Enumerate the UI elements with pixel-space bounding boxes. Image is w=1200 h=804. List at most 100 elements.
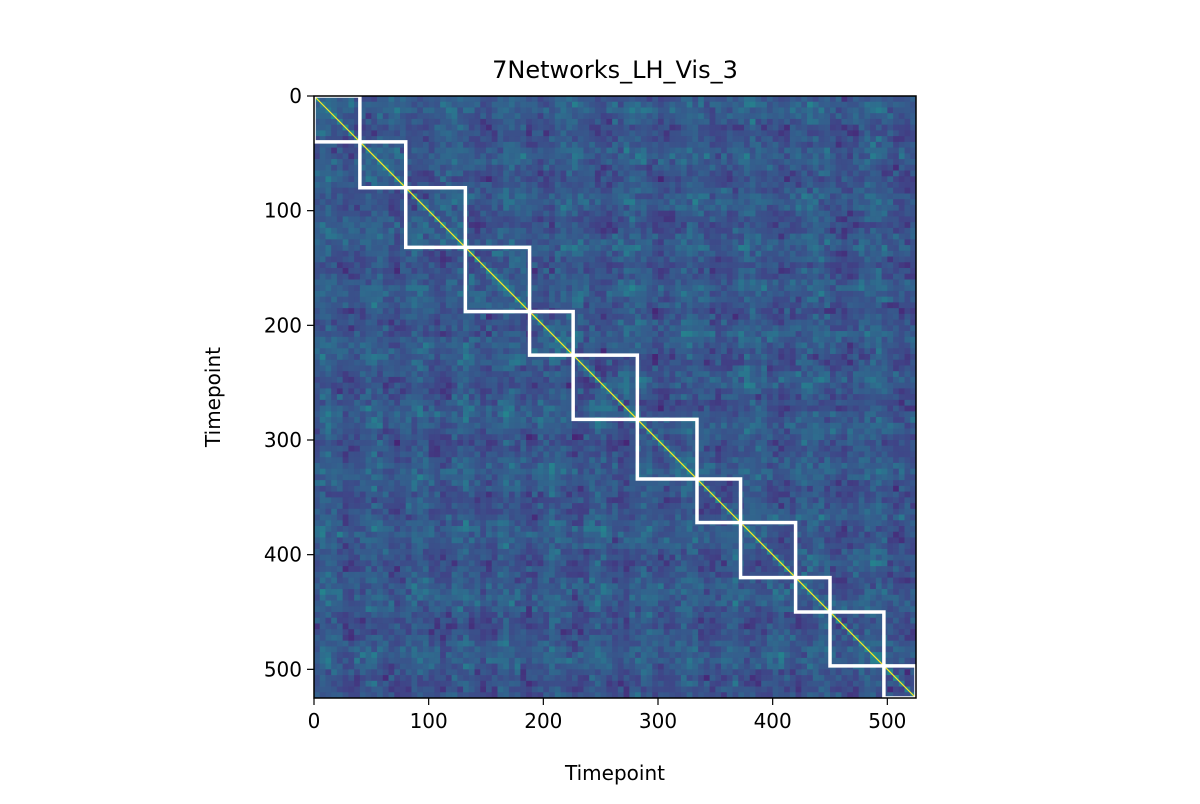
heatmap-cell [371,537,378,544]
heatmap-cell [359,354,366,361]
heatmap-cell [400,250,407,257]
heatmap-cell [417,187,424,194]
heatmap-cell [342,210,349,217]
heatmap-cell [824,187,831,194]
heatmap-cell [348,634,355,642]
heatmap-cell [388,199,395,206]
heatmap-cell [365,124,372,131]
heatmap-cell [468,187,475,194]
heatmap-cell [411,457,418,464]
heatmap-cell [572,187,579,194]
heatmap-cell [342,657,349,664]
heatmap-cell [400,634,407,642]
heatmap-cell [377,520,384,527]
heatmap-cell [434,342,441,349]
heatmap-cell [870,182,877,189]
heatmap-cell [600,147,607,154]
heatmap-cell [847,153,854,160]
heatmap-cell [319,354,326,361]
heatmap-cell [577,227,584,234]
heatmap-cell [331,480,338,487]
heatmap-cell [319,480,326,487]
heatmap-cell [709,245,716,252]
heatmap-cell [537,107,544,114]
heatmap-cell [319,428,326,435]
heatmap-cell [354,388,361,395]
heatmap-cell [893,141,900,148]
heatmap-cell [325,210,332,217]
heatmap-cell [422,250,430,257]
heatmap-cell [830,176,837,183]
heatmap-cell [468,239,475,246]
heatmap-cell [434,428,441,435]
heatmap-cell [319,285,326,292]
heatmap-cell [400,480,407,487]
heatmap-cell [405,686,412,693]
heatmap-cell [910,118,917,126]
heatmap-cell [703,153,710,160]
heatmap-cell [319,210,326,217]
heatmap-cell [314,445,321,452]
heatmap-cell [486,130,493,137]
heatmap-cell [698,210,705,217]
heatmap-cell [560,187,567,194]
heatmap-cell [434,675,441,682]
heatmap-cell [377,606,384,613]
heatmap-cell [348,589,355,596]
heatmap-cell [807,124,814,131]
heatmap-cell [463,606,470,613]
heatmap-cell [411,336,418,343]
heatmap-cell [359,560,366,567]
heatmap-cell [738,159,745,166]
heatmap-cell [434,537,441,544]
heatmap-cell [422,365,430,372]
heatmap-cell [336,136,344,143]
heatmap-cell [612,141,619,148]
heatmap-cell [440,153,447,160]
heatmap-cell [342,554,349,561]
heatmap-cell [457,302,464,309]
heatmap-cell [715,193,722,200]
heatmap-cell [841,245,848,252]
heatmap-cell [319,239,326,246]
heatmap-cell [457,359,464,366]
heatmap-cell [910,136,917,143]
heatmap-cell [445,617,452,624]
heatmap-cell [807,227,814,234]
heatmap-cell [594,176,602,183]
heatmap-cell [325,652,332,659]
heatmap-cell [325,170,332,177]
heatmap-cell [434,101,441,108]
heatmap-cell [428,170,435,177]
heatmap-cell [325,325,332,332]
heatmap-cell [698,164,705,171]
heatmap-cell [738,124,745,131]
heatmap-cell [325,296,332,303]
heatmap-cell [314,227,321,234]
heatmap-cell [606,204,613,212]
heatmap-cell [354,107,361,114]
heatmap-cell [508,204,516,212]
heatmap-cell [440,388,447,395]
heatmap-cell [434,440,441,447]
heatmap-cell [365,101,372,108]
heatmap-cell [348,583,355,590]
heatmap-cell [336,652,344,659]
heatmap-cell [744,113,751,120]
heatmap-cell [422,485,430,492]
heatmap-cell [342,331,349,338]
heatmap-cell [342,514,349,521]
heatmap-cell [319,250,326,257]
heatmap-cell [457,101,464,108]
heatmap-cell [400,594,407,601]
heatmap-cell [377,646,384,653]
heatmap-cell [428,394,435,401]
heatmap-cell [365,354,372,361]
heatmap-cell [417,634,424,642]
heatmap-cell [359,669,366,676]
heatmap-cell [428,113,435,120]
heatmap-cell [445,548,452,556]
heatmap-cell [893,136,900,143]
heatmap-cell [400,497,407,504]
heatmap-cell [400,376,407,384]
